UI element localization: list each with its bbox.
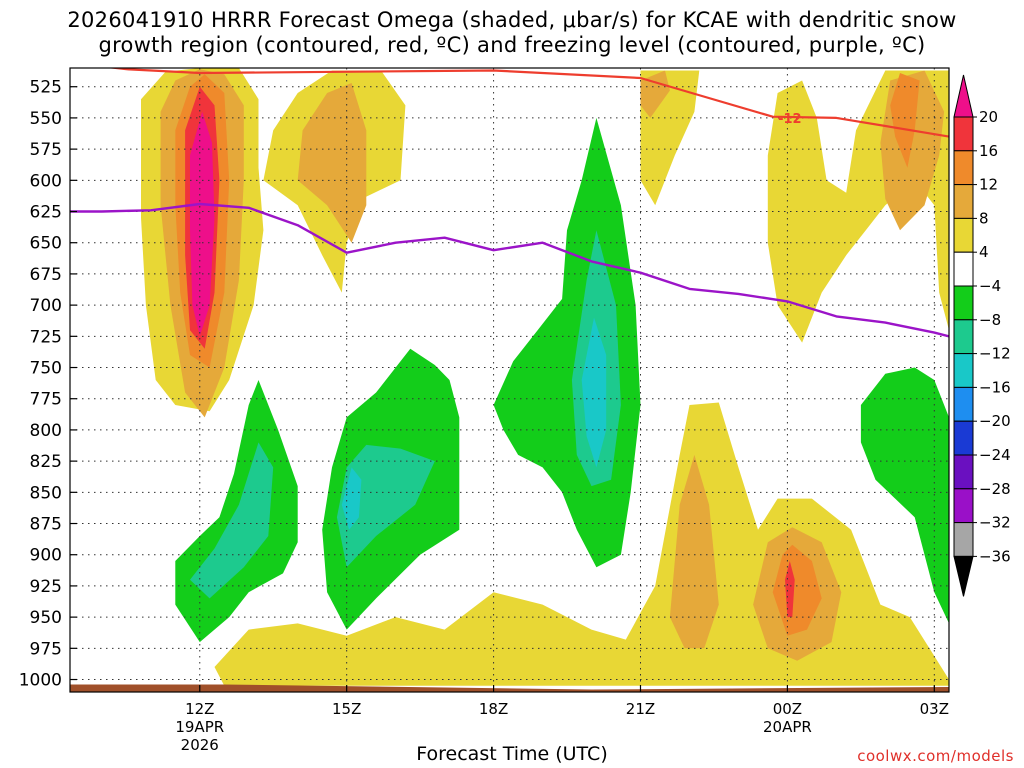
colorbar-box-1: [953, 116, 974, 152]
x-tick-label-12Z: 12Z: [185, 700, 214, 718]
y-tick-label-800: 800: [30, 421, 62, 441]
x-tick-date-12Z: 19APR: [175, 718, 224, 736]
colorbar-label-5: −4: [979, 277, 1001, 295]
y-tick-label-700: 700: [30, 296, 62, 316]
omega-region-11: [890, 73, 920, 168]
colorbar-box-6: [953, 285, 974, 321]
y-tick-label-750: 750: [30, 359, 62, 379]
y-tick-label-575: 575: [30, 140, 62, 160]
x-tick-year-12Z: 2026: [181, 736, 219, 754]
chart-title-line-2: growth region (contoured, red, ºC) and f…: [98, 33, 926, 57]
y-tick-label-600: 600: [30, 171, 62, 191]
omega-region-26: [70, 684, 949, 692]
credit-link[interactable]: coolwx.com/models: [857, 747, 1014, 765]
y-axis: 525 550 575 600 625 650 675 700 725 750 775 800 825 8…: [19, 78, 77, 691]
colorbar-label-1: 16: [979, 142, 998, 160]
x-tick-label-00Z: 00Z: [773, 700, 802, 718]
omega-region-22: [493, 117, 641, 568]
contour-lines: -12: [70, 68, 949, 338]
y-tick-label-975: 975: [30, 639, 62, 659]
colorbar-label-2: 12: [979, 176, 998, 194]
omega-region-4: [190, 111, 215, 337]
dendritic-growth-line: [106, 68, 949, 138]
colorbar-label-13: −36: [979, 547, 1011, 565]
colorbar: 20 16 12 8 4 −4 −8 −12 −16 −20 −24 −28 −32 −36: [953, 74, 1011, 597]
colorbar-box-8: [953, 353, 974, 388]
x-tick-date-00Z: 20APR: [763, 718, 812, 736]
omega-region-20: [336, 444, 435, 568]
dendritic-contour-label: -12: [778, 112, 802, 127]
colorbar-box-10: [953, 420, 974, 456]
y-tick-label-775: 775: [30, 390, 62, 410]
y-tick-label-1000: 1000: [19, 671, 62, 691]
y-tick-label-875: 875: [30, 515, 62, 535]
colorbar-label-7: −12: [979, 345, 1011, 363]
y-tick-label-850: 850: [30, 483, 62, 503]
x-tick-label-15Z: 15Z: [332, 700, 361, 718]
colorbar-label-12: −32: [979, 514, 1011, 532]
y-tick-label-650: 650: [30, 234, 62, 254]
x-tick-label-03Z: 03Z: [920, 700, 949, 718]
colorbar-top-arrow: [953, 74, 974, 118]
freezing-level-line: [70, 202, 949, 338]
colorbar-box-11: [953, 454, 974, 490]
y-tick-label-550: 550: [30, 109, 62, 129]
colorbar-label-8: −16: [979, 378, 1011, 396]
omega-region-15: [772, 544, 822, 636]
colorbar-label-0: 20: [979, 108, 998, 126]
colorbar-box-2: [953, 150, 974, 186]
colorbar-box-13: [953, 522, 974, 557]
omega-region-13: [669, 454, 719, 649]
omega-shading: [70, 68, 949, 692]
colorbar-box-3: [953, 184, 974, 219]
y-tick-label-900: 900: [30, 546, 62, 566]
colorbar-box-12: [953, 488, 974, 524]
omega-region-6: [297, 83, 367, 243]
colorbar-label-3: 8: [979, 209, 989, 227]
y-tick-label-625: 625: [30, 203, 62, 223]
colorbar-box-4: [953, 217, 974, 253]
y-tick-label-525: 525: [30, 78, 62, 98]
y-tick-label-950: 950: [30, 608, 62, 628]
colorbar-box-9: [953, 386, 974, 422]
omega-region-25: [860, 367, 949, 624]
colorbar-bottom-arrow: [953, 555, 974, 597]
colorbar-box-5: [953, 251, 974, 287]
omega-region-24: [581, 317, 607, 468]
x-tick-label-18Z: 18Z: [479, 700, 508, 718]
colorbar-label-10: −24: [979, 446, 1011, 464]
plot-frame: [69, 67, 950, 693]
y-tick-label-825: 825: [30, 452, 62, 472]
omega-region-8: [640, 70, 670, 118]
colorbar-label-4: 4: [979, 243, 989, 261]
omega-region-21: [341, 467, 362, 530]
colorbar-label-9: −20: [979, 412, 1011, 430]
y-tick-label-675: 675: [30, 265, 62, 285]
colorbar-label-6: −8: [979, 311, 1001, 329]
chart-title-line-1: 2026041910 HRRR Forecast Omega (shaded, …: [67, 8, 957, 32]
omega-region-18: [190, 442, 274, 599]
colorbar-label-11: −28: [979, 480, 1011, 498]
colorbar-box-7: [953, 319, 974, 355]
x-tick-label-21Z: 21Z: [626, 700, 655, 718]
y-tick-label-725: 725: [30, 327, 62, 347]
y-tick-label-925: 925: [30, 577, 62, 597]
x-axis-label: Forecast Time (UTC): [416, 743, 608, 765]
